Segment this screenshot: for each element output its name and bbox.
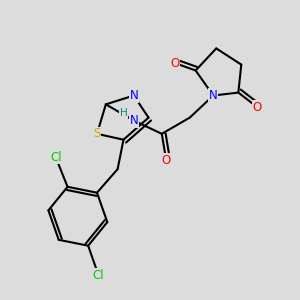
- Text: O: O: [170, 57, 180, 70]
- Text: Cl: Cl: [50, 151, 61, 164]
- Text: N: N: [129, 89, 138, 102]
- Text: Cl: Cl: [93, 268, 104, 282]
- Text: N: N: [209, 89, 218, 102]
- Text: S: S: [93, 127, 101, 140]
- Text: O: O: [162, 154, 171, 167]
- Text: H: H: [120, 108, 128, 118]
- Text: N: N: [129, 114, 138, 127]
- Text: O: O: [253, 101, 262, 114]
